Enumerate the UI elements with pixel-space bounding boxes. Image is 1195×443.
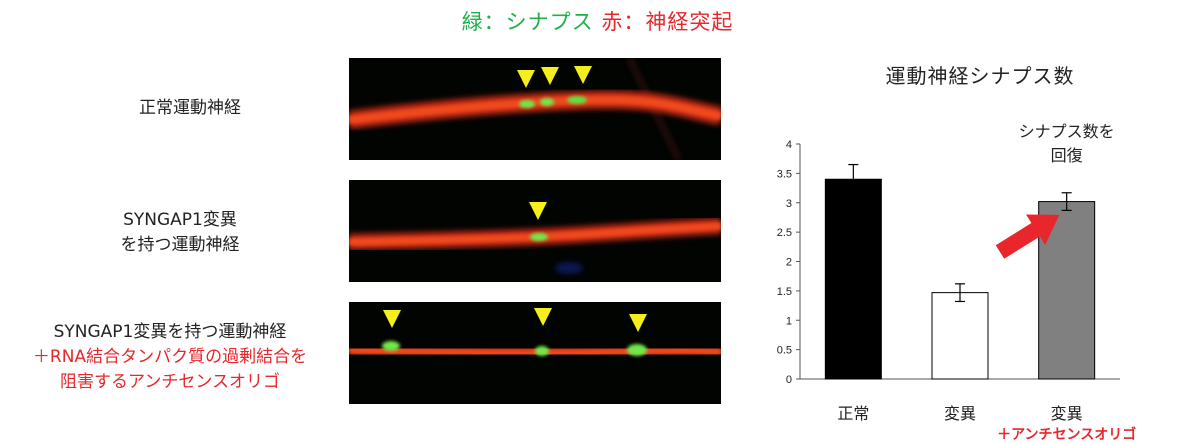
arrowhead-marker-icon: [629, 314, 647, 332]
y-tick-label: 1: [786, 315, 792, 327]
category-label: 正常: [837, 404, 869, 423]
micrograph-mutant-image: [349, 202, 721, 274]
synapse-spot: [567, 96, 587, 104]
category-sublabel: ＋アンチセンスオリゴ: [997, 426, 1136, 443]
row-label-line-red: 阻害するアンチセンスオリゴ: [60, 372, 280, 392]
y-tick-label: 0.5: [777, 345, 792, 357]
row-label-normal: 正常運動神経: [80, 96, 300, 121]
y-tick-label: 2: [786, 257, 792, 269]
row-label-mutant: SYNGAP1変異 を持つ運動神経: [60, 208, 300, 258]
arrowhead-marker-icon: [517, 70, 535, 88]
row-label-treated: SYNGAP1変異を持つ運動神経 ＋RNA結合タンパク質の過剰結合を 阻害するア…: [0, 320, 340, 395]
y-tick-label: 2.5: [777, 227, 792, 239]
micrograph-treated: [349, 302, 721, 404]
micrograph-mutant: [349, 180, 721, 282]
y-tick-label: 3.5: [777, 168, 792, 180]
synapse-spot: [530, 233, 548, 241]
row-label-line: 正常運動神経: [139, 98, 241, 118]
bar: [824, 178, 882, 380]
synapse-spot: [627, 344, 647, 356]
legend-neurite: 赤：神経突起: [601, 10, 734, 34]
arrowhead-marker-icon: [383, 310, 401, 328]
synapse-spot: [540, 98, 554, 106]
bar: [931, 292, 989, 380]
legend-synapse: 緑：シナプス: [461, 10, 594, 34]
row-label-line: SYNGAP1変異を持つ運動神経: [53, 322, 287, 342]
arrowhead-marker-icon: [541, 67, 559, 85]
category-label: 変異: [1051, 404, 1083, 423]
category-label: 変異: [944, 404, 976, 423]
red-arrow-icon: [995, 214, 1060, 259]
y-tick-label: 1.5: [777, 286, 792, 298]
micrograph-normal: [349, 58, 721, 160]
synapse-spot: [519, 100, 535, 108]
annotation-label: シナプス数を: [1019, 122, 1115, 141]
red-arrow-shape: [995, 214, 1060, 259]
row-label-line: を持つ運動神経: [120, 235, 240, 255]
row-label-line-red: ＋RNA結合タンパク質の過剰結合を: [32, 347, 308, 367]
micrograph-treated-image: [349, 308, 721, 360]
synapse-spot: [382, 341, 400, 351]
synapse-spot: [535, 346, 549, 356]
chart-title: 運動神経シナプス数: [885, 64, 1075, 88]
row-label-line: SYNGAP1変異: [123, 210, 237, 230]
color-legend: 緑：シナプス 赤：神経突起: [0, 6, 1195, 36]
y-tick-label: 4: [786, 139, 792, 151]
arrowhead-marker-icon: [574, 66, 592, 84]
micrograph-normal-image: [349, 58, 721, 160]
y-tick-label: 0: [786, 374, 792, 386]
arrowhead-marker-icon: [529, 202, 547, 220]
arrowhead-marker-icon: [534, 308, 552, 326]
y-tick-label: 3: [786, 198, 792, 210]
annotation-label: 回復: [1051, 146, 1083, 165]
